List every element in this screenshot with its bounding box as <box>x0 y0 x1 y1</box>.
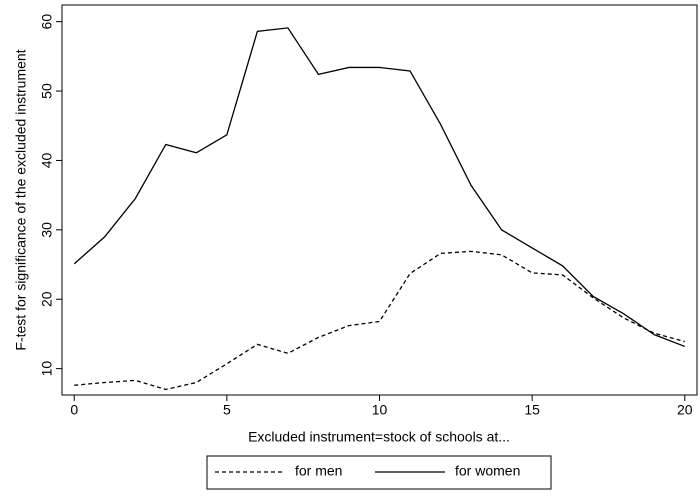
y-tick-label: 60 <box>39 14 55 30</box>
x-tick-label: 10 <box>372 402 388 418</box>
y-tick-label: 30 <box>39 222 55 238</box>
y-tick-label: 50 <box>39 83 55 99</box>
x-axis-title: Excluded instrument=stock of schools at.… <box>248 429 510 445</box>
x-tick-label: 20 <box>677 402 693 418</box>
y-tick-label: 40 <box>39 152 55 168</box>
legend-label: for women <box>455 463 520 479</box>
legend-label: for men <box>295 463 342 479</box>
y-tick-label: 20 <box>39 291 55 307</box>
legend-frame <box>206 455 552 490</box>
x-tick-label: 0 <box>70 402 78 418</box>
x-tick-label: 15 <box>524 402 540 418</box>
y-tick-label: 10 <box>39 361 55 377</box>
x-tick-label: 5 <box>223 402 231 418</box>
y-axis-title: F-test for significance of the excluded … <box>13 49 29 350</box>
series-line <box>73 27 686 348</box>
